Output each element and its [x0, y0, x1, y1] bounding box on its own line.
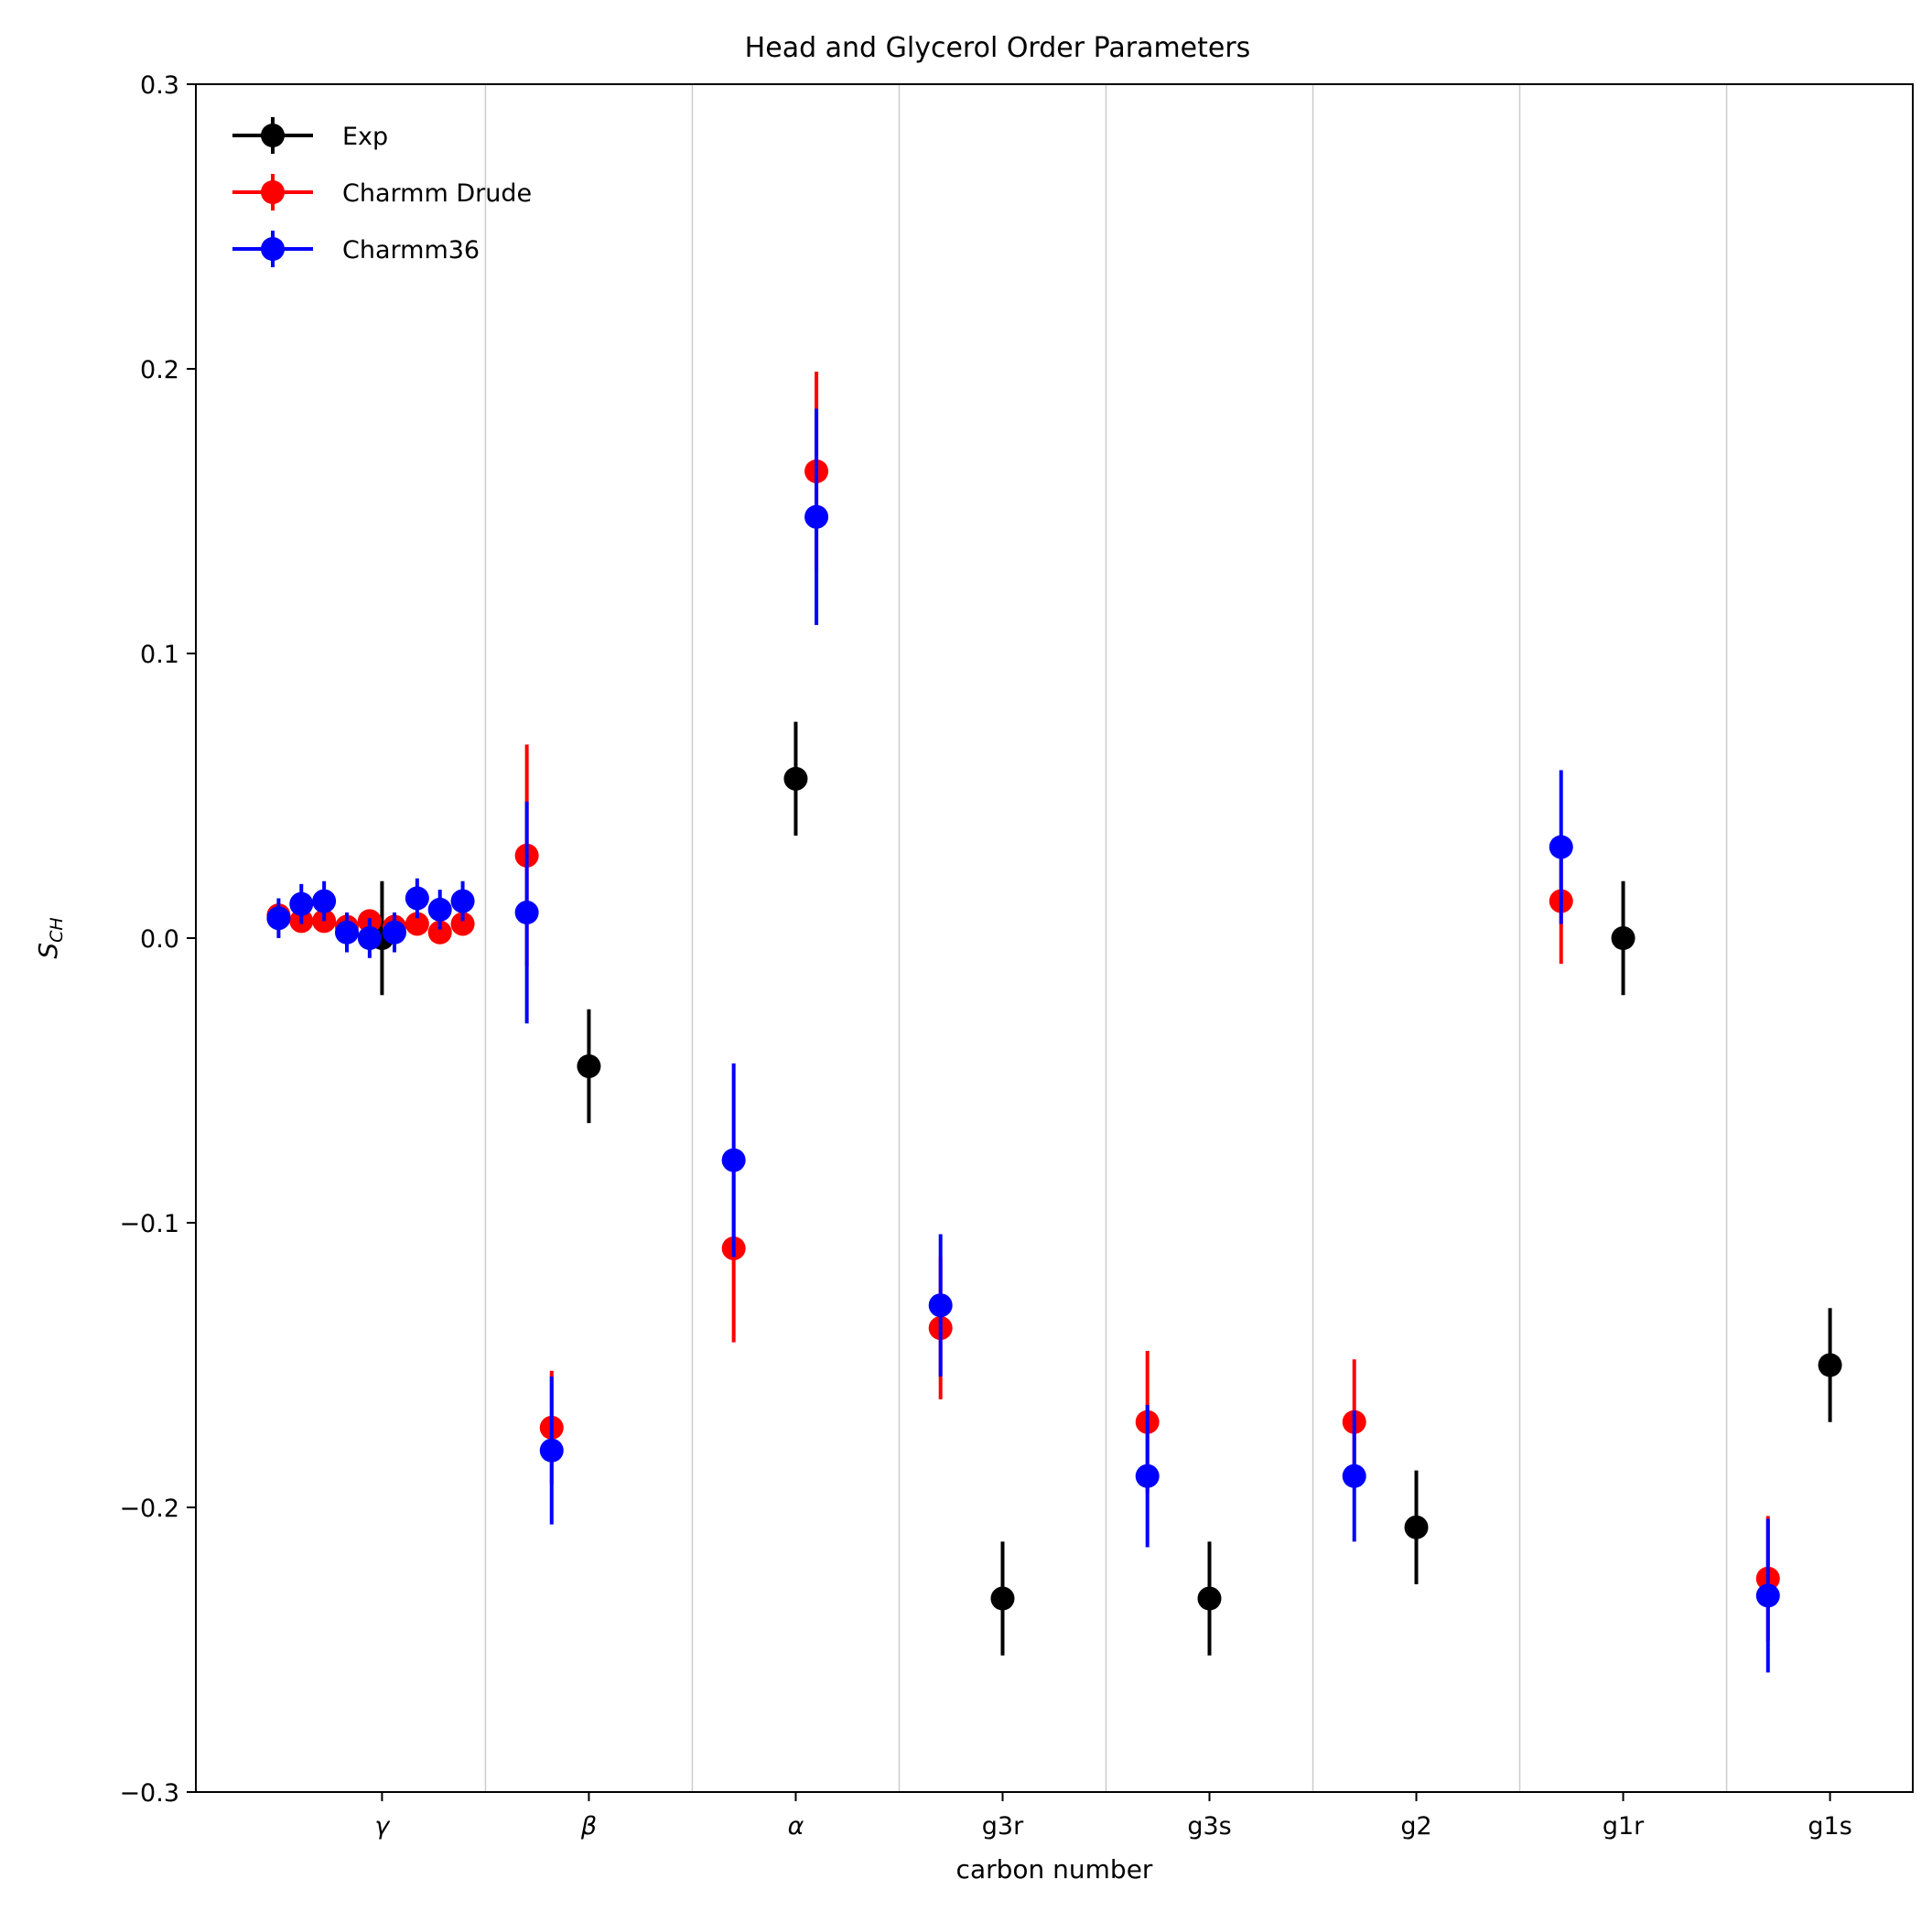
- legend-marker: [261, 237, 285, 261]
- x-tick-label: g1s: [1808, 1812, 1851, 1841]
- data-point: [405, 886, 429, 911]
- x-tick-label: γ: [374, 1812, 391, 1841]
- data-point: [266, 906, 291, 931]
- data-point: [990, 1586, 1015, 1611]
- legend-label: Exp: [342, 123, 388, 151]
- data-point: [577, 1053, 601, 1078]
- series-exp: [370, 721, 1842, 1656]
- legend-marker: [261, 180, 285, 204]
- x-tick-label: β: [580, 1812, 597, 1841]
- series-charmm36: [266, 408, 1780, 1673]
- data-point: [1342, 1463, 1366, 1488]
- data-point: [1404, 1515, 1429, 1539]
- x-tick-label: g2: [1400, 1812, 1431, 1841]
- legend-item: Charmm Drude: [232, 174, 532, 211]
- x-tick-label: g3s: [1187, 1812, 1231, 1841]
- x-tick-label: α: [788, 1812, 804, 1841]
- legend-item: Charmm36: [232, 231, 480, 267]
- data-point: [357, 926, 382, 950]
- data-point: [405, 912, 429, 936]
- legend: Exp Charmm Drude Charmm36: [232, 117, 532, 267]
- y-tick-label: 0.2: [140, 356, 179, 384]
- data-point: [312, 889, 337, 913]
- data-point: [1135, 1463, 1160, 1488]
- plot-series: [266, 372, 1842, 1673]
- x-tick-label: g1r: [1603, 1812, 1645, 1841]
- legend-label: Charmm36: [342, 236, 480, 265]
- vertical-gridlines: [484, 84, 1728, 1792]
- y-axis-label: SCH: [33, 917, 67, 958]
- data-point: [450, 912, 475, 936]
- data-point: [1818, 1353, 1842, 1377]
- data-point: [1611, 926, 1635, 950]
- y-tick-label: 0.0: [140, 925, 179, 954]
- legend-item: Exp: [232, 117, 388, 154]
- data-point: [783, 766, 808, 791]
- data-point: [427, 897, 452, 922]
- x-tick-label: g3r: [982, 1812, 1024, 1841]
- data-point: [1549, 835, 1573, 859]
- y-tick-label: 0.3: [140, 71, 179, 100]
- data-point: [382, 920, 406, 945]
- y-tick-label: −0.3: [119, 1779, 179, 1808]
- y-tick-label: −0.2: [119, 1495, 179, 1523]
- y-axis-label-main: S: [33, 943, 63, 959]
- data-point: [450, 889, 475, 913]
- data-point: [804, 504, 829, 529]
- x-axis-ticks: γ β α g3r g3s g2 g1r g1s: [374, 1792, 1852, 1841]
- y-axis-ticks: −0.3 −0.2 −0.1 0.0 0.1 0.2 0.3: [119, 71, 196, 1808]
- data-point: [514, 901, 539, 925]
- data-point: [289, 891, 314, 916]
- data-point: [928, 1293, 953, 1318]
- y-axis-label-subscript: CH: [47, 917, 67, 943]
- data-point: [334, 920, 359, 945]
- y-tick-label: 0.1: [140, 641, 179, 669]
- chart-title: Head and Glycerol Order Parameters: [745, 32, 1251, 64]
- data-point: [1755, 1583, 1780, 1608]
- legend-label: Charmm Drude: [342, 179, 532, 208]
- data-point: [427, 920, 452, 945]
- data-point: [539, 1438, 564, 1463]
- x-axis-label: carbon number: [956, 1854, 1153, 1884]
- legend-marker: [261, 124, 285, 147]
- y-tick-label: −0.1: [119, 1210, 179, 1238]
- data-point: [721, 1148, 746, 1172]
- data-point: [1197, 1586, 1222, 1611]
